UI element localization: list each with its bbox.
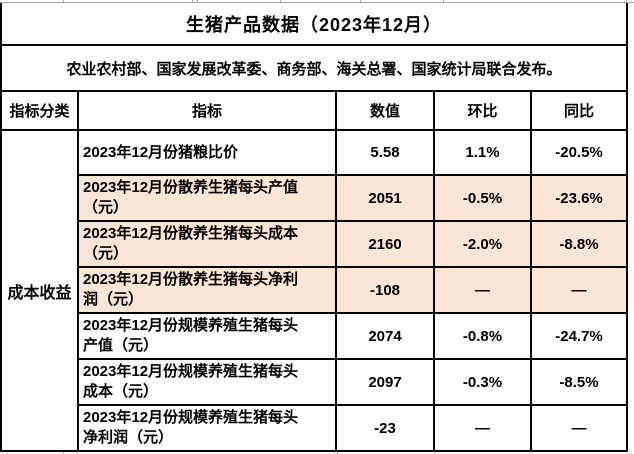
table-title: 生猪产品数据（2023年12月） — [0, 3, 628, 46]
value-cell: 2160 — [335, 220, 435, 268]
value-cell: -23 — [335, 404, 435, 452]
column-header-value: 数值 — [335, 90, 435, 131]
title-row: 生猪产品数据（2023年12月） — [0, 3, 628, 46]
indicator-cell: 2023年12月份规模养殖生猪每头 产值（元） — [77, 312, 337, 360]
yoy-cell: -8.8% — [530, 220, 628, 268]
column-header-row: 指标分类 指标 数值 环比 同比 — [0, 90, 628, 131]
column-header-category: 指标分类 — [0, 90, 79, 131]
value-cell: 2051 — [335, 174, 435, 222]
value-cell: -108 — [335, 266, 435, 314]
indicator-cell: 2023年12月份规模养殖生猪每头 净利润（元） — [77, 404, 337, 452]
gridline-tick — [192, 0, 193, 3]
column-header-mom: 环比 — [433, 90, 532, 131]
mom-cell: -0.8% — [433, 312, 532, 360]
yoy-cell: — — [530, 404, 628, 452]
subtitle-row: 农业农村部、国家发展改革委、商务部、海关总署、国家统计局联合发布。 — [0, 44, 628, 92]
table-row: 2023年12月份散养生猪每头净利 润（元） -108 — — — [1, 266, 628, 314]
indicator-cell: 2023年12月份散养生猪每头成本 （元） — [77, 220, 337, 268]
mom-cell: -0.3% — [433, 358, 532, 406]
gridline-tick — [360, 0, 361, 3]
gridline-tick — [443, 0, 444, 3]
yoy-cell: -20.5% — [530, 129, 628, 176]
indicator-cell: 2023年12月份散养生猪每头净利 润（元） — [77, 266, 337, 314]
mom-cell: — — [433, 404, 532, 452]
gridline-tick — [280, 0, 281, 3]
table-row: 成本收益 2023年12月份猪粮比价 5.58 1.1% -20.5% — [0, 129, 628, 452]
gridline-tick — [63, 0, 64, 3]
table-row: 2023年12月份规模养殖生猪每头 产值（元） 2074 -0.8% -24.7… — [1, 312, 628, 360]
table-row: 2023年12月份散养生猪每头成本 （元） 2160 -2.0% -8.8% — [1, 220, 628, 268]
column-header-yoy: 同比 — [530, 90, 628, 131]
column-header-indicator: 指标 — [77, 90, 337, 131]
data-table: 生猪产品数据（2023年12月） 农业农村部、国家发展改革委、商务部、海关总署、… — [0, 3, 628, 452]
mom-cell: -2.0% — [433, 220, 532, 268]
gridline-tick — [626, 0, 627, 3]
spreadsheet-top-gridline — [0, 0, 634, 3]
yoy-cell: -23.6% — [530, 174, 628, 222]
indicator-cell: 2023年12月份散养生猪每头产值 （元） — [77, 174, 337, 222]
value-cell: 5.58 — [335, 129, 435, 176]
category-cell: 成本收益 — [0, 129, 79, 452]
value-cell: 2074 — [335, 312, 435, 360]
yoy-cell: -24.7% — [530, 312, 628, 360]
mom-cell: — — [433, 266, 532, 314]
table-row: 2023年12月份散养生猪每头产值 （元） 2051 -0.5% -23.6% — [1, 174, 628, 222]
publisher-note: 农业农村部、国家发展改革委、商务部、海关总署、国家统计局联合发布。 — [0, 44, 628, 92]
gridline-tick — [197, 0, 198, 3]
table-row: 2023年12月份规模养殖生猪每头 成本（元） 2097 -0.3% -8.5% — [1, 358, 628, 406]
table-row: 2023年12月份规模养殖生猪每头 净利润（元） -23 — — — [1, 404, 628, 452]
mom-cell: 1.1% — [433, 129, 532, 176]
value-cell: 2097 — [335, 358, 435, 406]
indicator-cell: 2023年12月份规模养殖生猪每头 成本（元） — [77, 358, 337, 406]
mom-cell: -0.5% — [433, 174, 532, 222]
yoy-cell: — — [530, 266, 628, 314]
yoy-cell: -8.5% — [530, 358, 628, 406]
indicator-cell: 2023年12月份猪粮比价 — [77, 129, 337, 176]
